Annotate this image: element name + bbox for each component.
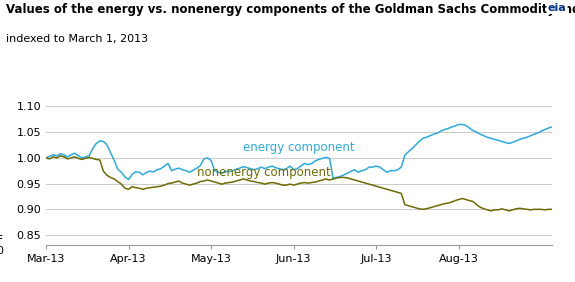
Text: 0: 0 (0, 246, 3, 256)
Text: =: = (0, 231, 3, 244)
Text: eia: eia (547, 3, 566, 13)
Text: energy component: energy component (243, 141, 355, 154)
Text: Values of the energy vs. nonenergy components of the Goldman Sachs Commodity Ind: Values of the energy vs. nonenergy compo… (6, 3, 575, 16)
Text: indexed to March 1, 2013: indexed to March 1, 2013 (6, 34, 148, 44)
Text: nonenergy component: nonenergy component (197, 166, 331, 179)
